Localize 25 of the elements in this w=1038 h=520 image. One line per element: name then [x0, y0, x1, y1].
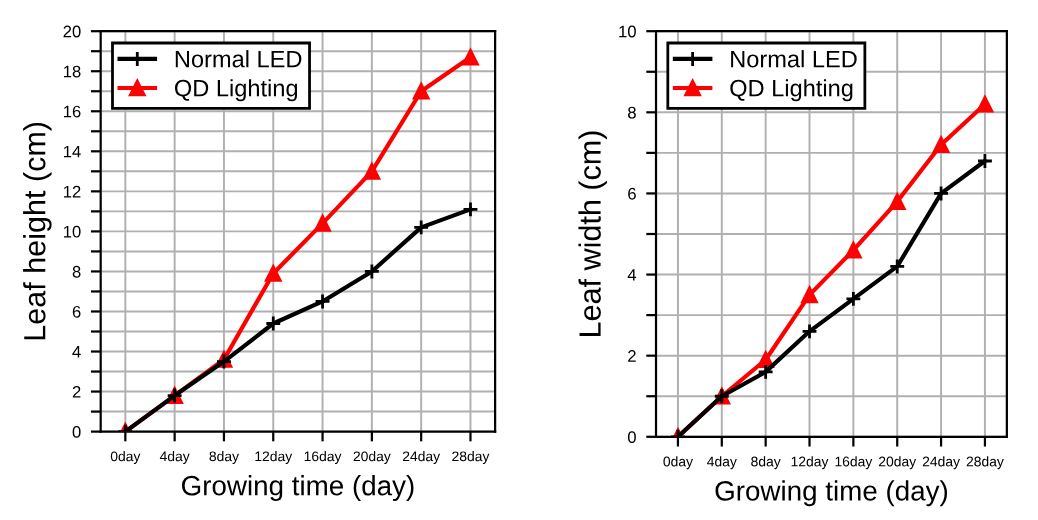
y-tick-label: 10 — [619, 25, 636, 38]
y-tick-label: 2 — [628, 350, 636, 362]
legend-label: Normal LED — [175, 50, 302, 68]
y-tick-label: 18 — [63, 65, 81, 78]
legend-label: Normal LED — [731, 50, 857, 68]
y-tick-label: 12 — [63, 185, 81, 198]
x-axis-title: Growing time (day) — [181, 475, 414, 501]
y-tick-label: 8 — [628, 106, 636, 119]
y-tick-label: 16 — [63, 105, 81, 118]
y-tick-label: 8 — [72, 265, 81, 278]
y-tick-label: 14 — [63, 145, 81, 158]
y-tick-label: 4 — [627, 269, 637, 281]
legend-label: QD Lighting — [175, 79, 298, 102]
legend-label: QD Lighting — [730, 79, 853, 102]
y-tick-label: 10 — [63, 225, 81, 238]
y-tick-label: 6 — [628, 187, 636, 200]
y-axis-title: Leaf width (cm) — [578, 131, 607, 336]
y-tick-label: 6 — [72, 305, 81, 318]
y-tick-label: 0 — [627, 431, 636, 443]
y-tick-label: 2 — [72, 385, 81, 398]
y-tick-label: 4 — [72, 346, 81, 358]
y-axis-title: Leaf height (cm) — [23, 122, 52, 340]
y-tick-label: 0 — [72, 426, 81, 438]
y-tick-label: 20 — [63, 25, 81, 38]
x-axis-title: Growing time (day) — [715, 480, 948, 507]
